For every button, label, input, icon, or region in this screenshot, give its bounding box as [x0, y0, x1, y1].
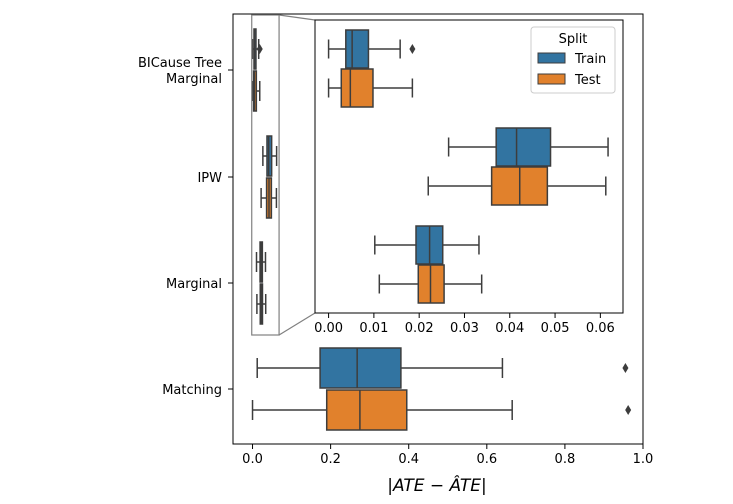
- main-test-box-marginal: [256, 283, 267, 325]
- inset-x-tick-label: 0.06: [586, 321, 615, 336]
- x-axis-label: |ATE − ÂTE|: [387, 474, 487, 496]
- x-tick-label: 1.0: [633, 452, 654, 467]
- y-tick-label: Marginal: [166, 72, 222, 87]
- x-tick-label: 0.6: [476, 452, 497, 467]
- x-tick-label: 0.0: [242, 452, 263, 467]
- zoom-connector-bottom: [278, 312, 316, 336]
- main-train-box-marginal: [255, 241, 267, 283]
- main-test-box-matching: [251, 389, 632, 431]
- box-iqr: [345, 29, 370, 69]
- inset-x-tick-label: 0.00: [314, 321, 343, 336]
- outlier-point: [625, 405, 632, 415]
- legend-swatch-train: [537, 52, 566, 64]
- zoom-region-rect: [251, 14, 280, 336]
- legend: Split Train Test: [530, 26, 616, 94]
- box-iqr: [495, 127, 552, 167]
- inset-train-box-bicause-tree-marginal: [327, 29, 416, 69]
- y-tick-label: Marginal: [166, 277, 222, 292]
- inset-x-tick-label: 0.03: [450, 321, 479, 336]
- outlier-point: [622, 363, 629, 373]
- y-tick-label: Matching: [162, 383, 222, 398]
- box-iqr: [325, 389, 408, 431]
- inset-x-tick-label: 0.01: [359, 321, 388, 336]
- zoom-indicator: [251, 14, 316, 336]
- inset-plot: 0.00 0.01 0.02 0.03 0.04 0.05 0.06 Split Train Te…: [314, 19, 624, 336]
- inset-test-box-bicause-tree-marginal: [327, 68, 414, 108]
- main-train-box-bicause-tree-marginal: [251, 28, 263, 70]
- box-iqr: [319, 347, 402, 389]
- outlier-point: [409, 44, 416, 54]
- inset-x-tick-label: 0.05: [541, 321, 570, 336]
- x-tick-label: 0.2: [320, 452, 341, 467]
- legend-label-train: Train: [574, 52, 606, 67]
- y-tick-label: BICause Tree: [138, 56, 222, 71]
- main-axes-frame: [232, 13, 644, 445]
- legend-label-test: Test: [574, 73, 601, 88]
- y-tick-label: IPW: [197, 171, 222, 186]
- main-test-box-bicause-tree-marginal: [251, 70, 261, 112]
- inset-test-box-ipw: [427, 166, 607, 206]
- main-train-box-matching: [256, 347, 629, 389]
- inset-x-tick-label: 0.02: [405, 321, 434, 336]
- main-test-box-ipw: [260, 177, 278, 219]
- zoom-connector-top: [278, 14, 316, 21]
- box-iqr: [340, 68, 374, 108]
- main-train-box-ipw: [262, 135, 278, 177]
- x-tick-label: 0.4: [398, 452, 419, 467]
- inset-train-box-ipw: [447, 127, 609, 167]
- legend-title: Split: [559, 32, 588, 47]
- outlier-point: [256, 44, 263, 54]
- inset-x-tick-label: 0.04: [495, 321, 524, 336]
- x-tick-label: 0.8: [555, 452, 576, 467]
- legend-swatch-test: [537, 73, 566, 85]
- inset-test-box-marginal: [378, 264, 483, 304]
- inset-train-box-marginal: [374, 225, 480, 265]
